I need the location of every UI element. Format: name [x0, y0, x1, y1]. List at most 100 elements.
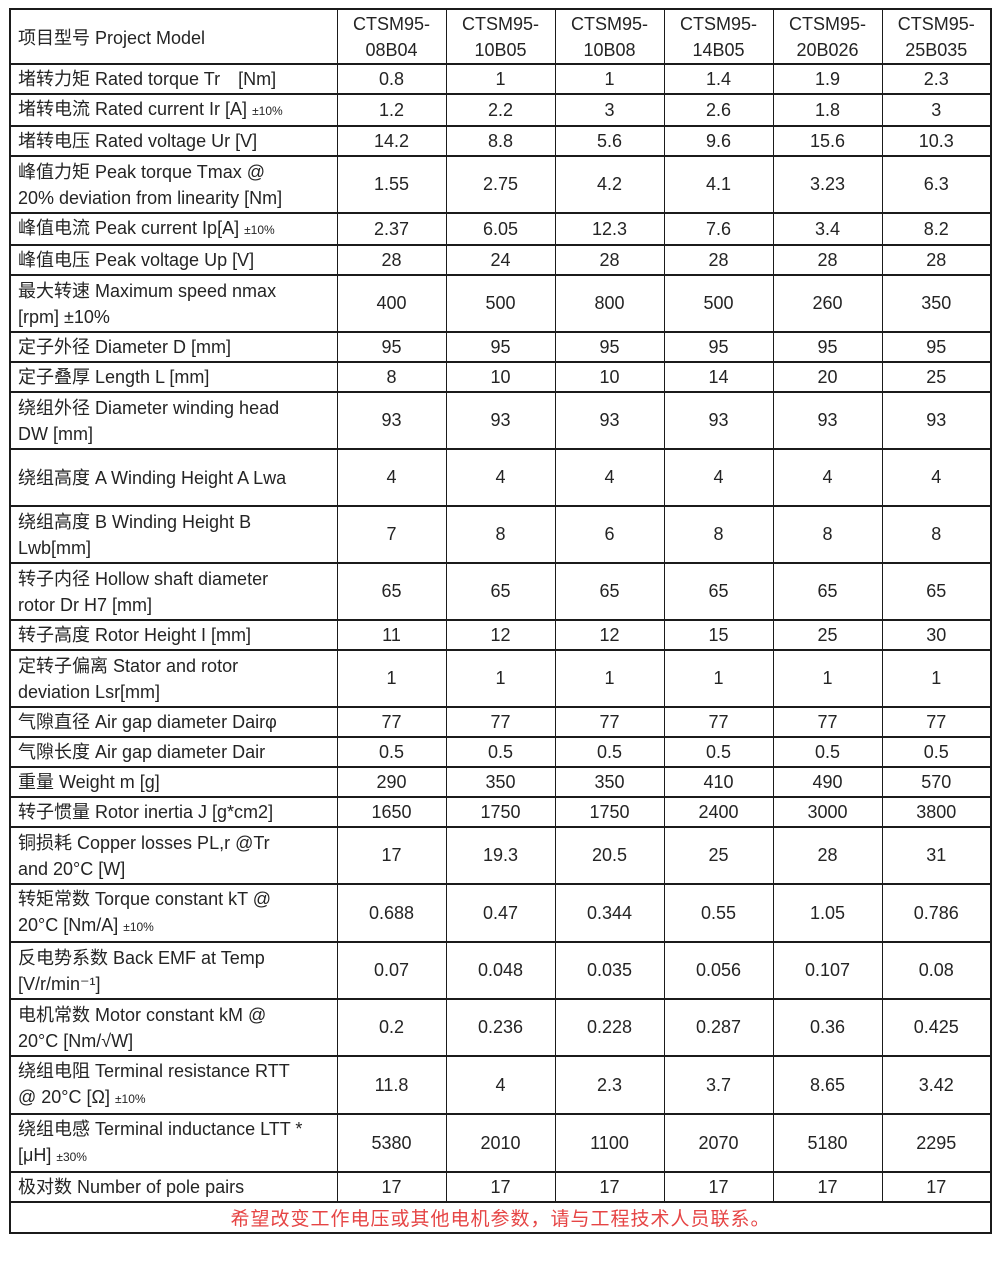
- spec-value: 3000: [772, 796, 883, 828]
- spec-row-label-text: 定子外径 Diameter D [mm]: [18, 337, 232, 357]
- spec-row: 转矩常数 Torque constant kT @ 20°C [Nm/A] ±10…: [9, 883, 992, 943]
- spec-row-label: 绕组高度 B Winding Height B Lwb[mm]: [9, 505, 338, 564]
- spec-value: 95: [663, 331, 774, 363]
- spec-value: 2070: [663, 1113, 774, 1173]
- spec-row-label-text: 转矩常数 Torque constant kT @ 20°C [Nm/A]: [18, 889, 272, 935]
- spec-value: 0.056: [663, 941, 774, 1000]
- tolerance-note: ±10%: [244, 223, 275, 237]
- tolerance-note: ±10%: [114, 1092, 146, 1106]
- spec-row-label: 最大转速 Maximum speed nmax [rpm] ±10%: [9, 274, 338, 333]
- spec-row-label: 峰值力矩 Peak torque Tmax @ 20% deviation fr…: [9, 155, 338, 214]
- spec-row-label-text: 绕组外径 Diameter winding head DW [mm]: [18, 397, 280, 444]
- header-row: 项目型号 Project Model CTSM95-08B04 CTSM95-10…: [9, 8, 992, 65]
- spec-value: 2.3: [881, 63, 992, 95]
- spec-row: 定子外径 Diameter D [mm] 95 95 95 95 95 95: [9, 331, 992, 363]
- spec-value: 3: [554, 93, 665, 127]
- spec-row-label-text: 峰值电压 Peak voltage Up [V]: [18, 250, 255, 270]
- spec-row-label-text: 电机常数 Motor constant kM @ 20°C [Nm/√W]: [18, 1004, 267, 1051]
- spec-row-label-text: 铜损耗 Copper losses PL,r @Tr and 20°C [W]: [18, 832, 270, 879]
- spec-row: 重量 Weight m [g] 290 350 350 410 490 570: [9, 766, 992, 798]
- spec-value: 1: [445, 63, 556, 95]
- spec-value: 0.2: [336, 998, 447, 1057]
- spec-row: 堵转电流 Rated current Ir [A] ±10% 1.2 2.2 3 2.6 1…: [9, 93, 992, 127]
- header-model-6: CTSM95-25B035: [881, 8, 992, 65]
- spec-value: 0.07: [336, 941, 447, 1000]
- spec-value: 3.23: [772, 155, 883, 214]
- spec-value: 77: [663, 706, 774, 738]
- spec-value: 77: [336, 706, 447, 738]
- spec-value: 6.05: [445, 212, 556, 246]
- spec-row-label-text: 绕组高度 B Winding Height B Lwb[mm]: [18, 511, 252, 558]
- spec-row: 极对数 Number of pole pairs 17 17 17 17 17 17: [9, 1171, 992, 1203]
- spec-value: 65: [554, 562, 665, 621]
- spec-value: 2.3: [554, 1055, 665, 1115]
- spec-row-label: 极对数 Number of pole pairs: [9, 1171, 338, 1203]
- spec-value: 4: [554, 448, 665, 507]
- spec-value: 10.3: [881, 125, 992, 157]
- spec-value: 20: [772, 361, 883, 393]
- spec-value: 15.6: [772, 125, 883, 157]
- spec-value: 0.8: [336, 63, 447, 95]
- spec-row-label-text: 转子高度 Rotor Height I [mm]: [18, 625, 252, 645]
- spec-row-label: 转矩常数 Torque constant kT @ 20°C [Nm/A] ±10…: [9, 883, 338, 943]
- spec-row-label: 峰值电流 Peak current Ip[A] ±10%: [9, 212, 338, 246]
- motor-spec-table: 项目型号 Project Model CTSM95-08B04 CTSM95-10…: [9, 8, 992, 1234]
- spec-value: 2.6: [663, 93, 774, 127]
- spec-value: 77: [445, 706, 556, 738]
- spec-row: 转子高度 Rotor Height I [mm] 11 12 12 15 25 30: [9, 619, 992, 651]
- spec-value: 2.37: [336, 212, 447, 246]
- spec-row-label-text: 定子叠厚 Length L [mm]: [18, 367, 210, 387]
- spec-value: 500: [663, 274, 774, 333]
- spec-value: 10: [554, 361, 665, 393]
- spec-row-label-text: 最大转速 Maximum speed nmax [rpm] ±10%: [18, 280, 277, 327]
- spec-value: 77: [554, 706, 665, 738]
- spec-row-label: 堵转力矩 Rated torque Tr [Nm]: [9, 63, 338, 95]
- spec-row-label: 转子高度 Rotor Height I [mm]: [9, 619, 338, 651]
- spec-value: 12: [554, 619, 665, 651]
- spec-row-label: 堵转电压 Rated voltage Ur [V]: [9, 125, 338, 157]
- spec-row: 铜损耗 Copper losses PL,r @Tr and 20°C [W] 1…: [9, 826, 992, 885]
- spec-value: 4: [881, 448, 992, 507]
- spec-row: 绕组电感 Terminal inductance LTT * [μH] ±30% 5…: [9, 1113, 992, 1173]
- spec-row: 反电势系数 Back EMF at Temp [V/r/min⁻¹] 0.07 0.…: [9, 941, 992, 1000]
- spec-value: 0.5: [554, 736, 665, 768]
- spec-value: 17: [772, 1171, 883, 1203]
- spec-value: 17: [336, 826, 447, 885]
- spec-value: 4: [445, 448, 556, 507]
- spec-value: 93: [445, 391, 556, 450]
- spec-value: 4: [663, 448, 774, 507]
- spec-row-label-text: 重量 Weight m [g]: [18, 772, 160, 792]
- spec-value: 3.7: [663, 1055, 774, 1115]
- spec-value: 95: [881, 331, 992, 363]
- spec-value: 3.42: [881, 1055, 992, 1115]
- spec-value: 14: [663, 361, 774, 393]
- spec-row-label-text: 堵转电流 Rated current Ir [A]: [18, 99, 248, 119]
- spec-row-label: 堵转电流 Rated current Ir [A] ±10%: [9, 93, 338, 127]
- spec-row-label: 定转子偏离 Stator and rotor deviation Lsr[mm]: [9, 649, 338, 708]
- spec-value: 7.6: [663, 212, 774, 246]
- spec-row: 最大转速 Maximum speed nmax [rpm] ±10% 400 500…: [9, 274, 992, 333]
- spec-row-label: 气隙直径 Air gap diameter Dairφ: [9, 706, 338, 738]
- spec-value: 93: [336, 391, 447, 450]
- spec-row-label-text: 堵转力矩 Rated torque Tr [Nm]: [18, 69, 277, 89]
- footer-row: 希望改变工作电压或其他电机参数，请与工程技术人员联系。: [9, 1201, 992, 1234]
- spec-value: 0.36: [772, 998, 883, 1057]
- spec-value: 25: [772, 619, 883, 651]
- spec-value: 1.9: [772, 63, 883, 95]
- spec-value: 290: [336, 766, 447, 798]
- spec-value: 24: [445, 244, 556, 276]
- spec-value: 28: [881, 244, 992, 276]
- spec-row-label: 绕组高度 A Winding Height A Lwa: [9, 448, 338, 507]
- spec-value: 65: [772, 562, 883, 621]
- spec-value: 8: [881, 505, 992, 564]
- spec-row: 峰值电流 Peak current Ip[A] ±10% 2.37 6.05 12.3 7…: [9, 212, 992, 246]
- spec-row-label: 定子外径 Diameter D [mm]: [9, 331, 338, 363]
- spec-value: 9.6: [663, 125, 774, 157]
- tolerance-note: ±10%: [123, 920, 154, 934]
- spec-row-label: 气隙长度 Air gap diameter Dair: [9, 736, 338, 768]
- spec-value: 65: [663, 562, 774, 621]
- spec-row-label-text: 峰值力矩 Peak torque Tmax @ 20% deviation fr…: [18, 161, 283, 208]
- spec-value: 410: [663, 766, 774, 798]
- spec-value: 1: [554, 649, 665, 708]
- spec-row-label-text: 极对数 Number of pole pairs: [18, 1177, 245, 1197]
